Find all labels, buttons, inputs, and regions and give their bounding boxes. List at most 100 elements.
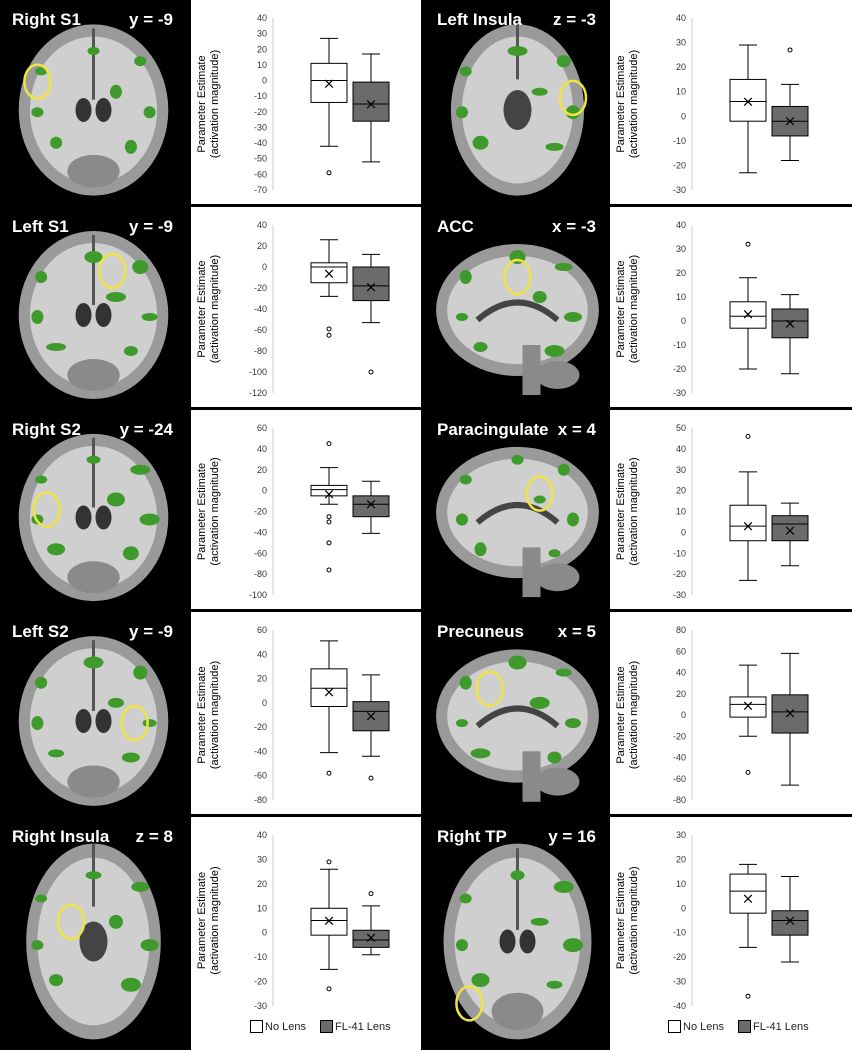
corpus-callosum: [475, 502, 560, 525]
outlier-point: [745, 769, 751, 775]
y-axis-label: Parameter Estimate: [615, 666, 627, 763]
region-label: Left S2: [12, 622, 69, 641]
ventricle: [95, 505, 112, 530]
brainstem: [522, 345, 541, 395]
slice-coordinate: y = 16: [548, 827, 596, 846]
activation-blob: [470, 748, 491, 759]
activation-blob: [123, 346, 138, 356]
box-no-lens: ×: [310, 37, 348, 176]
activation-blob: [456, 719, 468, 728]
boxplot-chart: 40 30 20 10 0 -10 -20 -30 Parameter Estimate (act…: [615, 13, 809, 195]
mean-marker: ×: [323, 264, 336, 282]
tick-label: -10: [673, 136, 686, 146]
tick-label: -30: [254, 1001, 267, 1011]
activation-blob: [554, 263, 573, 271]
mean-marker: ×: [784, 112, 797, 130]
brain-image: [18, 433, 169, 602]
legend-item-fl41: FL-41 Lens: [319, 1020, 391, 1033]
y-axis-label: Parameter Estimate: [196, 260, 208, 357]
box-iqr: [729, 696, 767, 718]
slice-coordinate: x = 4: [557, 420, 596, 439]
mean-marker: ×: [742, 890, 755, 908]
y-axis-label-sub: (activation magnitude): [628, 457, 640, 565]
tick-label: -30: [673, 977, 686, 987]
brain-panel-7: Left S2 y = -9: [0, 612, 187, 814]
outlier-point: [326, 859, 332, 865]
tick-label: 10: [676, 879, 686, 889]
mean-marker: ×: [742, 305, 755, 323]
boxplot-panel-10: 30 20 10 0 -10 -20 -30 -40 Parameter Estimate (ac…: [610, 817, 852, 1020]
box-no-lens: ×: [729, 863, 767, 999]
tick-label: -20: [254, 507, 267, 517]
brainstem: [522, 751, 541, 802]
tick-label: -80: [254, 795, 267, 805]
boxplot-chart: 40 30 20 10 0 -10 -20 -30 Parameter Estimate (act…: [615, 220, 809, 398]
y-axis-label-sub: (activation magnitude): [209, 457, 221, 565]
y-axis-label-sub: (activation magnitude): [209, 255, 221, 363]
mean-marker: ×: [365, 929, 378, 947]
box-iqr: [310, 484, 348, 497]
mean-marker: ×: [742, 696, 755, 714]
tick-label: -60: [254, 169, 267, 179]
legend-item-no-lens: No Lens: [668, 1020, 724, 1033]
y-axis-label-sub: (activation magnitude): [209, 866, 221, 974]
tick-label: -40: [254, 527, 267, 537]
boxplot-chart: 30 20 10 0 -10 -20 -30 -40 Parameter Estimate (ac…: [615, 830, 809, 1011]
activation-blob: [567, 512, 579, 527]
region-label: Left S1: [12, 217, 69, 236]
tick-label: 10: [257, 903, 267, 913]
roi-highlight-circle: [120, 704, 149, 742]
activation-blob: [511, 454, 524, 465]
tick-label: 20: [676, 689, 686, 699]
tick-label: -40: [254, 746, 267, 756]
tick-label: 20: [257, 241, 267, 251]
tick-label: -20: [673, 160, 686, 170]
box-no-lens: ×: [729, 433, 767, 581]
y-axis: 40 30 20 10 0 -10 -20 -30 Parameter Estimate (act…: [196, 830, 274, 1011]
tick-label: -120: [249, 388, 267, 398]
activation-blob: [471, 973, 490, 988]
box-iqr: [352, 266, 390, 302]
activation-blob: [459, 893, 472, 904]
box-fl41-lens: ×: [771, 294, 809, 375]
y-axis: 40 20 0 -20 -40 -60 -80 -100 -120 Parameter Estim…: [196, 220, 274, 398]
y-axis-label-sub: (activation magnitude): [628, 866, 640, 974]
box-iqr: [352, 701, 390, 732]
activation-blob: [564, 312, 582, 322]
brain-panel-4: ACC x = -3: [425, 207, 610, 407]
column-divider: [421, 0, 425, 1050]
roi-highlight-circle: [503, 258, 532, 296]
roi-highlight-circle: [525, 475, 554, 512]
ventricle: [75, 709, 92, 733]
tick-label: 0: [681, 710, 686, 720]
legend-left: No Lens FL-41 Lens: [250, 1020, 401, 1033]
brain-slice: [18, 24, 169, 196]
tick-label: -20: [254, 722, 267, 732]
boxplot-panel-4: 40 30 20 10 0 -10 -20 -30 Parameter Estimate (act…: [610, 207, 852, 407]
activation-blob: [35, 67, 48, 76]
legend-swatch-fl41: [319, 1020, 333, 1033]
tick-label: 30: [676, 465, 686, 475]
brain-image: [436, 244, 599, 395]
tick-label: 40: [676, 13, 686, 23]
row-divider: [0, 814, 852, 817]
y-axis-label: Parameter Estimate: [615, 55, 627, 152]
activation-blob: [35, 475, 48, 484]
region-label: Right S2: [12, 420, 81, 439]
activation-blob: [533, 495, 546, 504]
boxplot-panel-7: 60 40 20 0 -20 -40 -60 -80 Parameter Estimate (ac…: [191, 612, 421, 814]
box-fl41-lens: ×: [352, 53, 390, 163]
tick-label: -60: [254, 548, 267, 558]
legend-label-no-lens: No Lens: [265, 1020, 306, 1033]
box-no-lens: ×: [310, 441, 348, 573]
roi-highlight-circle: [558, 79, 588, 117]
mean-marker: ×: [323, 912, 336, 930]
brain-panel-1: Right S1 y = -9: [0, 0, 187, 204]
tick-label: 20: [676, 486, 686, 496]
tick-label: 50: [676, 423, 686, 433]
region-label: Paracingulate: [437, 420, 549, 439]
activation-blob: [546, 980, 563, 989]
tick-label: 0: [681, 111, 686, 121]
tick-label: -10: [673, 928, 686, 938]
brain-panel-6: Paracingulate x = 4: [425, 410, 610, 609]
